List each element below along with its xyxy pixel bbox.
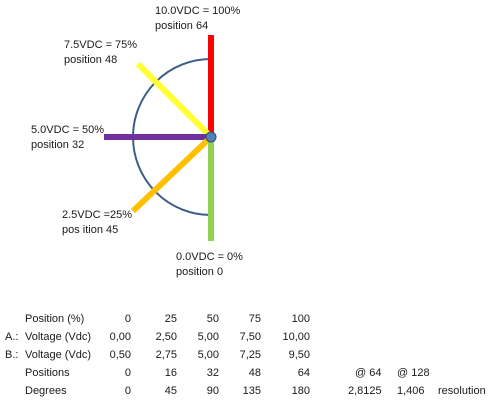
row-prefix: A.: [5, 331, 19, 343]
row-label: Position (%) [25, 313, 85, 325]
label-25-percent: 2.5VDC =25% pos ition 45 [62, 208, 132, 238]
row-label: Degrees [25, 385, 67, 397]
table-cell: 2,50 [155, 331, 177, 343]
label-50-voltage: 5.0VDC = 50% [31, 124, 105, 136]
label-50-position: position 32 [31, 139, 85, 151]
label-75-percent: 7.5VDC = 75% position 48 [64, 38, 137, 68]
table-cell: 9,50 [288, 349, 310, 361]
row-label: Positions [25, 367, 70, 379]
table-cell: 50 [206, 313, 219, 325]
label-0-voltage: 0.0VDC = 0% [176, 251, 243, 263]
resolution-header-128: @ 128 [397, 367, 430, 379]
row-label: Voltage (Vdc) [25, 331, 92, 343]
label-100-percent: 10.0VDC = 100% position 64 [155, 4, 240, 34]
label-25-position: pos ition 45 [62, 224, 119, 236]
center-hub [205, 131, 217, 143]
table-cell: 0,50 [109, 349, 131, 361]
table-cell: 16 [164, 367, 177, 379]
table-cell: 5,00 [197, 331, 219, 343]
table-cell: 25 [164, 313, 177, 325]
table-cell: 90 [206, 385, 219, 397]
label-25-voltage: 2.5VDC =25% [62, 209, 133, 221]
row-prefix: B.: [5, 349, 19, 361]
row-label: Voltage (Vdc) [25, 349, 92, 361]
table-cell: 7,50 [239, 331, 261, 343]
table-cell: 180 [291, 385, 310, 397]
table-cell: 0 [124, 313, 131, 325]
label-100-position: position 64 [155, 20, 209, 32]
label-100-voltage: 10.0VDC = 100% [155, 5, 241, 17]
table-cell: 10,00 [282, 331, 310, 343]
table-cell: 32 [206, 367, 219, 379]
table-cell: 0 [124, 385, 131, 397]
table-cell: 5,00 [197, 349, 219, 361]
table-cell: 7,25 [239, 349, 261, 361]
table-cell: 100 [291, 313, 310, 325]
label-75-voltage: 7.5VDC = 75% [64, 39, 138, 51]
position-diagram [104, 35, 217, 241]
resolution-value-128: 1,406 [397, 385, 425, 397]
resolution-value-64: 2,8125 [348, 385, 382, 397]
label-75-position: position 48 [64, 54, 118, 66]
resolution-suffix: resolution [438, 385, 486, 397]
table-cell: 48 [248, 367, 261, 379]
table-cell: 135 [242, 385, 261, 397]
table-cell: 64 [297, 367, 310, 379]
table-cell: 2,75 [155, 349, 177, 361]
table-cell: 0,00 [109, 331, 131, 343]
label-50-percent: 5.0VDC = 50% position 32 [31, 123, 104, 153]
line-75-percent [135, 61, 214, 140]
label-0-position: position 0 [176, 266, 224, 278]
table-cell: 75 [248, 313, 261, 325]
resolution-header-64: @ 64 [355, 367, 382, 379]
table-cell: 45 [164, 385, 177, 397]
line-25-percent [130, 134, 214, 214]
table-cell: 0 [124, 367, 131, 379]
label-0-percent: 0.0VDC = 0% position 0 [176, 250, 243, 280]
